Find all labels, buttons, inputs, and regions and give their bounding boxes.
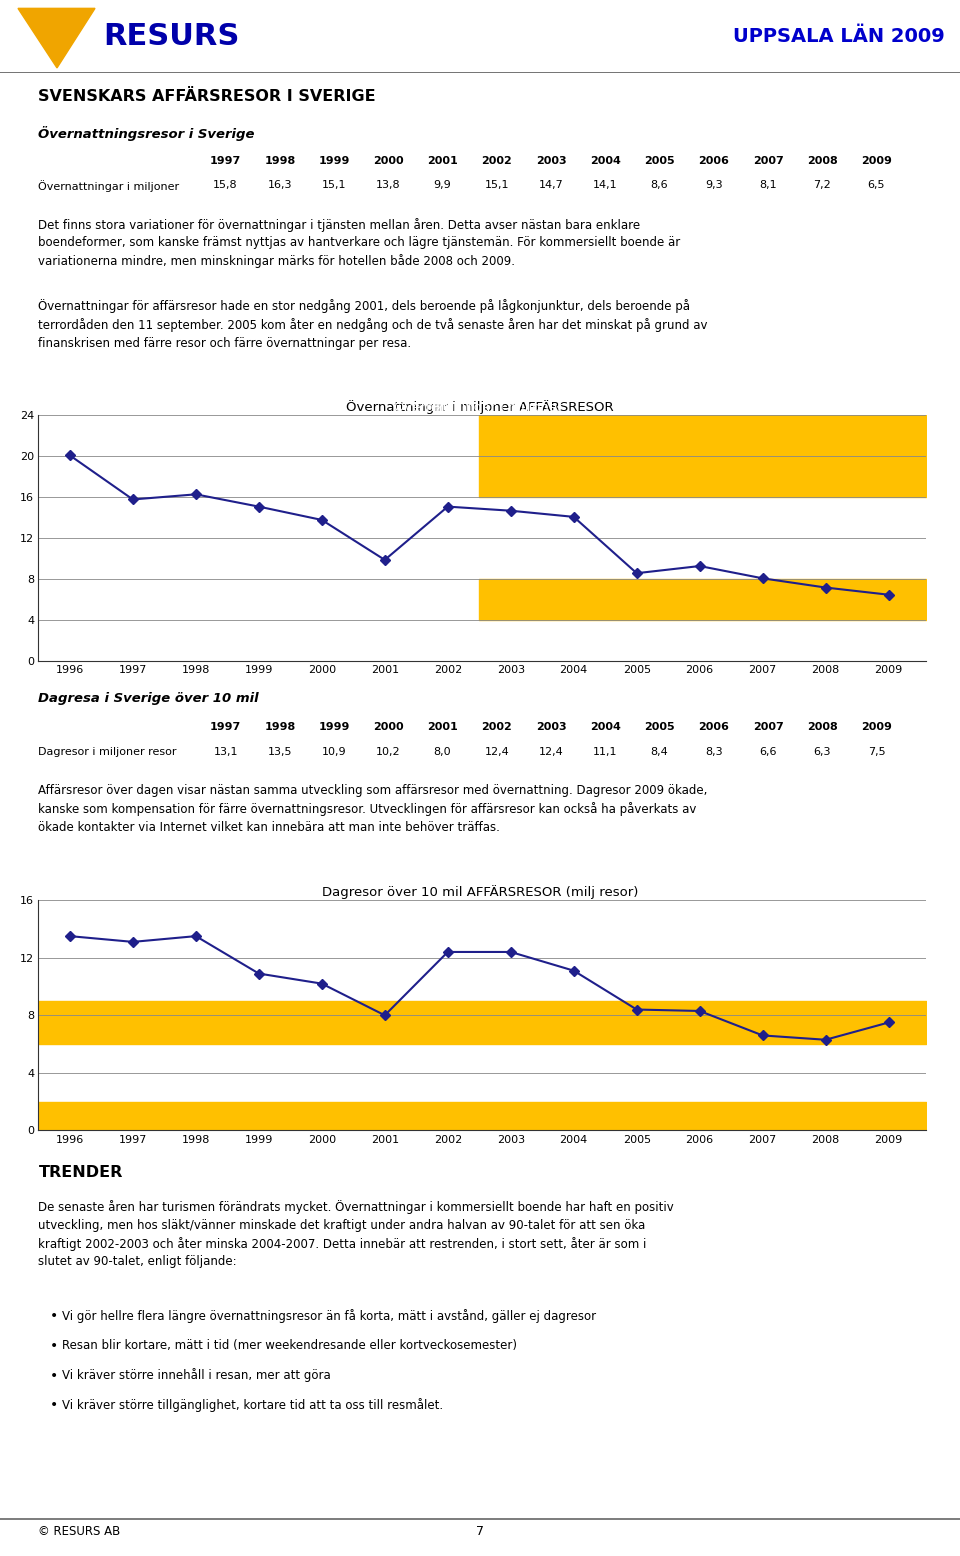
Text: Vi kräver större innehåll i resan, mer att göra: Vi kräver större innehåll i resan, mer a… [62, 1369, 331, 1382]
Text: Övernattningar i miljoner: Övernattningar i miljoner [394, 400, 566, 414]
Text: 1997: 1997 [210, 156, 241, 165]
Text: 11,1: 11,1 [593, 747, 617, 756]
Text: •: • [50, 1340, 59, 1352]
Text: •: • [50, 1369, 59, 1382]
Text: 15,1: 15,1 [322, 180, 347, 190]
Text: Dagresa i Sverige över 10 mil: Dagresa i Sverige över 10 mil [38, 692, 259, 705]
Text: 7,5: 7,5 [868, 747, 885, 756]
Text: 2008: 2008 [806, 722, 838, 731]
Text: Övernattningar för affärsresor hade en stor nedgång 2001, dels beroende på lågko: Övernattningar för affärsresor hade en s… [38, 300, 708, 350]
Polygon shape [18, 8, 95, 68]
Text: 15,8: 15,8 [213, 180, 238, 190]
Text: Dagresor över 10 mil AFFÄRSRESOR (milj resor): Dagresor över 10 mil AFFÄRSRESOR (milj r… [322, 885, 638, 898]
Text: 14,1: 14,1 [593, 180, 617, 190]
Text: 2001: 2001 [427, 722, 458, 731]
Text: 2009: 2009 [861, 722, 892, 731]
Text: 12,4: 12,4 [539, 747, 564, 756]
Text: 2006: 2006 [698, 722, 730, 731]
Text: Övernattningsresor i Sverige: Övernattningsresor i Sverige [38, 126, 255, 142]
Text: Vi kräver större tillgänglighet, kortare tid att ta oss till resmålet.: Vi kräver större tillgänglighet, kortare… [62, 1399, 444, 1411]
Text: 13,5: 13,5 [268, 747, 292, 756]
Text: UPPSALA LÄN 2009: UPPSALA LÄN 2009 [733, 26, 945, 47]
Text: Det finns stora variationer för övernattningar i tjänsten mellan åren. Detta avs: Det finns stora variationer för övernatt… [38, 218, 681, 268]
Text: 2007: 2007 [753, 722, 783, 731]
Text: 6,5: 6,5 [868, 180, 885, 190]
Text: 13,1: 13,1 [213, 747, 238, 756]
Text: 2007: 2007 [753, 156, 783, 165]
Text: 2003: 2003 [536, 722, 566, 731]
Text: 9,3: 9,3 [705, 180, 723, 190]
Text: 8,0: 8,0 [434, 747, 451, 756]
Text: 2000: 2000 [373, 722, 403, 731]
Text: 2003: 2003 [536, 156, 566, 165]
Text: 10,9: 10,9 [322, 747, 347, 756]
Text: 8,6: 8,6 [651, 180, 668, 190]
Text: Övernattningar i miljoner: Övernattningar i miljoner [38, 180, 180, 193]
Text: RESURS: RESURS [103, 22, 239, 51]
Text: 13,8: 13,8 [376, 180, 400, 190]
Text: 2008: 2008 [806, 156, 838, 165]
Text: 16,3: 16,3 [268, 180, 292, 190]
Text: 2005: 2005 [644, 722, 675, 731]
Text: 15,1: 15,1 [485, 180, 509, 190]
Text: Resan blir kortare, mätt i tid (mer weekendresande eller kortveckosemester): Resan blir kortare, mätt i tid (mer week… [62, 1340, 517, 1352]
Text: 1998: 1998 [264, 156, 296, 165]
Text: 1997: 1997 [210, 722, 241, 731]
Text: SVENSKARS AFFÄRSRESOR I SVERIGE: SVENSKARS AFFÄRSRESOR I SVERIGE [38, 89, 376, 104]
Text: 14,7: 14,7 [539, 180, 564, 190]
Text: 2005: 2005 [644, 156, 675, 165]
Text: 9,9: 9,9 [434, 180, 451, 190]
Text: 1999: 1999 [319, 156, 349, 165]
Text: De senaste åren har turismen förändrats mycket. Övernattningar i kommersiellt bo: De senaste åren har turismen förändrats … [38, 1201, 674, 1268]
Text: TRENDER: TRENDER [38, 1165, 123, 1179]
Text: 2004: 2004 [589, 722, 621, 731]
Text: 1998: 1998 [264, 722, 296, 731]
Text: Övernattningar i miljoner AFFÄRSRESOR: Övernattningar i miljoner AFFÄRSRESOR [347, 400, 613, 414]
Text: Affärsresor över dagen visar nästan samma utveckling som affärsresor med övernat: Affärsresor över dagen visar nästan samm… [38, 784, 708, 834]
Text: © RESURS AB: © RESURS AB [38, 1525, 121, 1537]
Text: Dagresor i miljoner resor: Dagresor i miljoner resor [38, 747, 177, 756]
Text: 8,3: 8,3 [705, 747, 723, 756]
Text: 2000: 2000 [373, 156, 403, 165]
Text: 6,3: 6,3 [813, 747, 831, 756]
Text: Vi gör hellre flera längre övernattningsresor än få korta, mätt i avstånd, gälle: Vi gör hellre flera längre övernattnings… [62, 1310, 596, 1323]
Text: •: • [50, 1399, 59, 1411]
Text: 2002: 2002 [481, 156, 513, 165]
Text: 2004: 2004 [589, 156, 621, 165]
Text: 12,4: 12,4 [485, 747, 509, 756]
Text: 10,2: 10,2 [376, 747, 400, 756]
Text: 2002: 2002 [481, 722, 513, 731]
Text: 8,1: 8,1 [759, 180, 777, 190]
Text: •: • [50, 1310, 59, 1323]
Text: 2006: 2006 [698, 156, 730, 165]
Text: 1999: 1999 [319, 722, 349, 731]
Text: 7,2: 7,2 [813, 180, 831, 190]
Text: 8,4: 8,4 [651, 747, 668, 756]
Text: 7: 7 [476, 1525, 484, 1537]
Text: 2001: 2001 [427, 156, 458, 165]
Text: 6,6: 6,6 [759, 747, 777, 756]
Text: 2009: 2009 [861, 156, 892, 165]
